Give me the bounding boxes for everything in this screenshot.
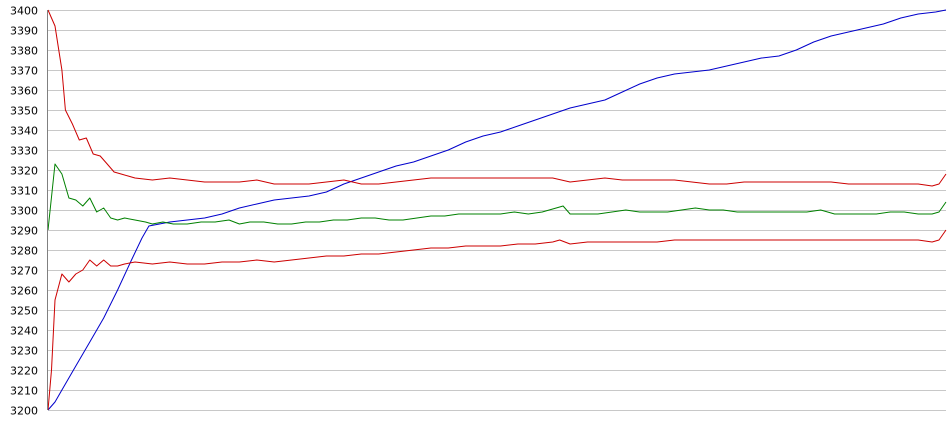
y-tick-label: 3260 xyxy=(10,285,38,298)
y-tick-label: 3370 xyxy=(10,65,38,78)
y-tick-label: 3330 xyxy=(10,145,38,158)
y-tick-label: 3380 xyxy=(10,45,38,58)
y-tick-label: 3340 xyxy=(10,125,38,138)
y-tick-label: 3300 xyxy=(10,205,38,218)
y-tick-label: 3400 xyxy=(10,5,38,18)
series-lines xyxy=(47,9,947,411)
series-line xyxy=(47,229,947,411)
series-line xyxy=(47,9,947,187)
y-tick-label: 3360 xyxy=(10,85,38,98)
series-1 xyxy=(47,163,947,231)
y-axis-tick-labels: 3200 3210 3220 3230 3240 3250 3260 3270 3280 3290… xyxy=(10,5,38,418)
y-tick-label: 3210 xyxy=(10,385,38,398)
grid-lines xyxy=(48,10,946,411)
y-tick-label: 3390 xyxy=(10,25,38,38)
series-0 xyxy=(47,9,947,411)
y-tick-label: 3230 xyxy=(10,345,38,358)
series-line xyxy=(47,9,947,411)
y-tick-label: 3310 xyxy=(10,185,38,198)
y-tick-label: 3200 xyxy=(10,405,38,418)
y-tick-label: 3280 xyxy=(10,245,38,258)
series-3 xyxy=(47,229,947,411)
series-2 xyxy=(47,9,947,187)
y-tick-label: 3250 xyxy=(10,305,38,318)
y-tick-label: 3290 xyxy=(10,225,38,238)
series-line xyxy=(47,163,947,231)
y-tick-label: 3270 xyxy=(10,265,38,278)
y-tick-label: 3320 xyxy=(10,165,38,178)
y-tick-label: 3220 xyxy=(10,365,38,378)
y-tick-label: 3350 xyxy=(10,105,38,118)
y-tick-label: 3240 xyxy=(10,325,38,338)
